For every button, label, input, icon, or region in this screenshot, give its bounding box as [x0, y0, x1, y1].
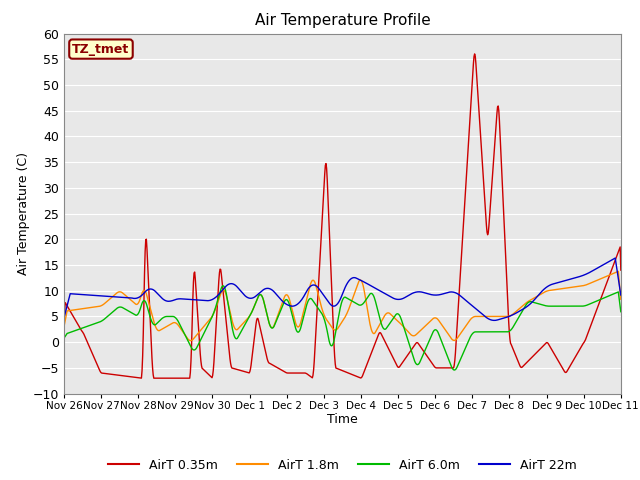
AirT 0.35m [60, 319, 68, 325]
AirT 1.8m [205, 317, 213, 323]
Text: TZ_tmet: TZ_tmet [72, 43, 130, 56]
AirT 0.35m [205, 372, 213, 378]
AirT 1.8m [457, 330, 465, 336]
AirT 22m [121, 295, 129, 300]
AirT 22m [298, 297, 306, 302]
AirT 1.8m [299, 313, 307, 319]
AirT 0.35m [542, 340, 550, 346]
AirT 1.8m [614, 268, 622, 274]
AirT 22m [541, 285, 549, 291]
AirT 6.0m [481, 329, 488, 335]
AirT 0.35m [121, 373, 129, 379]
AirT 0.35m [457, 260, 465, 266]
AirT 6.0m [458, 354, 465, 360]
X-axis label: Time: Time [327, 413, 358, 426]
AirT 6.0m [542, 303, 550, 309]
Legend: AirT 0.35m, AirT 1.8m, AirT 6.0m, AirT 22m: AirT 0.35m, AirT 1.8m, AirT 6.0m, AirT 2… [103, 454, 582, 477]
Line: AirT 1.8m: AirT 1.8m [64, 271, 621, 340]
AirT 1.8m [60, 324, 68, 330]
AirT 6.0m [451, 367, 458, 373]
AirT 1.8m [541, 289, 549, 295]
AirT 6.0m [220, 283, 227, 288]
AirT 6.0m [121, 306, 129, 312]
AirT 0.35m [481, 193, 488, 199]
AirT 0.35m [471, 51, 479, 57]
Line: AirT 22m: AirT 22m [64, 258, 621, 321]
Title: Air Temperature Profile: Air Temperature Profile [255, 13, 430, 28]
AirT 1.8m [186, 337, 194, 343]
AirT 22m [479, 312, 487, 318]
AirT 22m [491, 318, 499, 324]
AirT 1.8m [121, 292, 129, 298]
AirT 6.0m [299, 318, 307, 324]
AirT 1.8m [480, 313, 488, 319]
Line: AirT 0.35m: AirT 0.35m [64, 54, 621, 378]
AirT 22m [205, 298, 212, 303]
AirT 1.8m [617, 297, 625, 302]
AirT 0.35m [617, 267, 625, 273]
AirT 22m [617, 292, 625, 298]
AirT 22m [60, 315, 68, 321]
AirT 22m [611, 255, 619, 261]
Y-axis label: Air Temperature (C): Air Temperature (C) [17, 152, 30, 275]
AirT 6.0m [205, 321, 212, 326]
AirT 0.35m [150, 375, 157, 381]
AirT 6.0m [60, 335, 68, 341]
Line: AirT 6.0m: AirT 6.0m [64, 286, 621, 370]
AirT 6.0m [617, 309, 625, 314]
AirT 22m [456, 293, 464, 299]
AirT 0.35m [299, 370, 307, 376]
